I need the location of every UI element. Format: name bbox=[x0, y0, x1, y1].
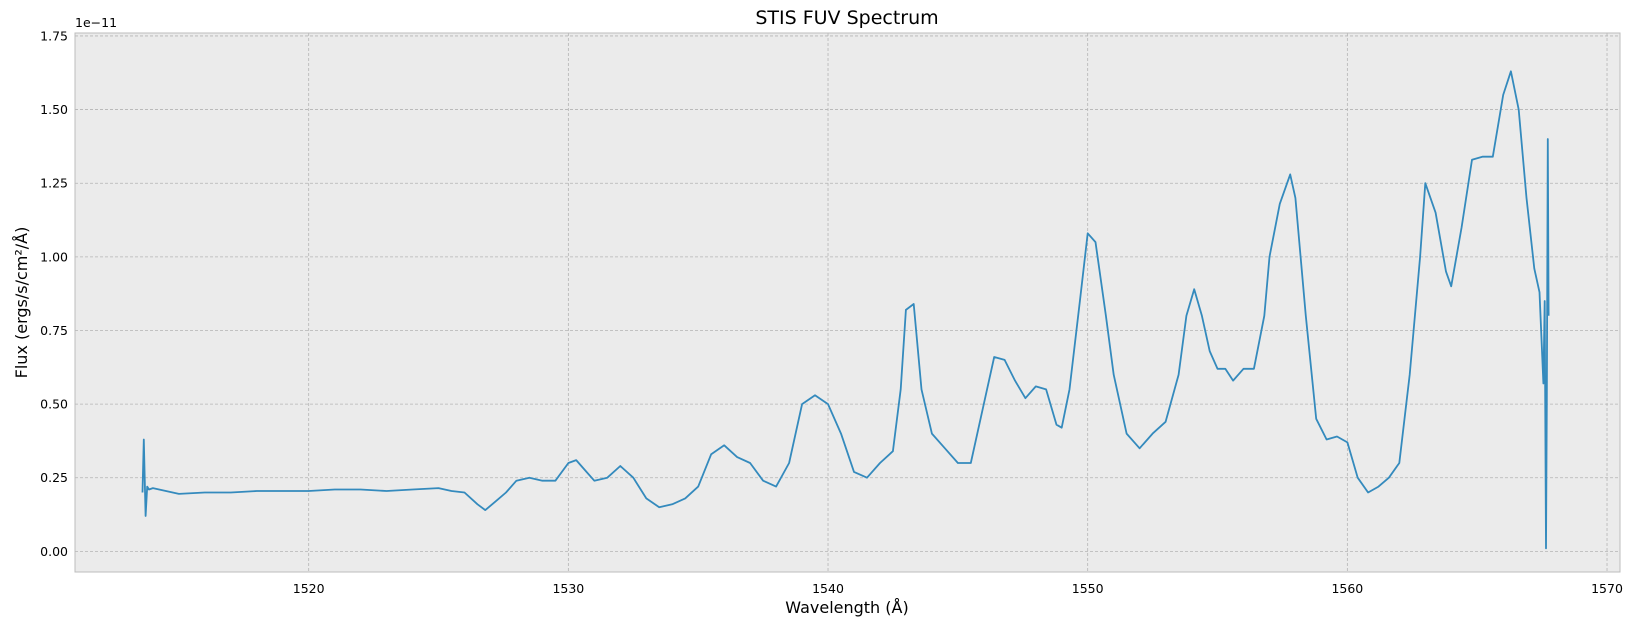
y-tick-label: 1.00 bbox=[40, 249, 68, 264]
horizontal-gridlines bbox=[75, 35, 1620, 552]
chart-title: STIS FUV Spectrum bbox=[755, 7, 938, 29]
y-tick-label: 1.50 bbox=[40, 102, 68, 117]
y-axis-offset-label: 1e−11 bbox=[75, 15, 117, 30]
y-tick-label: 0.75 bbox=[40, 323, 68, 338]
y-tick-label: 0.50 bbox=[40, 397, 68, 412]
x-axis-label: Wavelength (Å) bbox=[785, 598, 908, 617]
x-tick-label: 1560 bbox=[1331, 581, 1363, 596]
y-tick-label: 1.25 bbox=[40, 176, 68, 191]
x-tick-label: 1530 bbox=[552, 581, 584, 596]
y-tick-label: 1.75 bbox=[40, 28, 68, 43]
x-tick-label: 1520 bbox=[293, 581, 325, 596]
x-tick-label: 1540 bbox=[812, 581, 844, 596]
plot-frame bbox=[74, 32, 1621, 573]
y-tick-label: 0.00 bbox=[40, 544, 68, 559]
y-tick-label: 0.25 bbox=[40, 470, 68, 485]
y-axis-ticks: 0.00 0.25 0.50 0.75 1.00 1.25 1.50 1.75 bbox=[40, 28, 68, 558]
y-axis-label: Flux (ergs/s/cm²/Å) bbox=[12, 227, 31, 379]
plot-area bbox=[75, 33, 1620, 572]
x-axis-ticks: 1520 1530 1540 1550 1560 1570 bbox=[293, 581, 1623, 596]
x-tick-label: 1550 bbox=[1072, 581, 1104, 596]
x-tick-label: 1570 bbox=[1591, 581, 1623, 596]
spectrum-series-line bbox=[141, 70, 1550, 550]
